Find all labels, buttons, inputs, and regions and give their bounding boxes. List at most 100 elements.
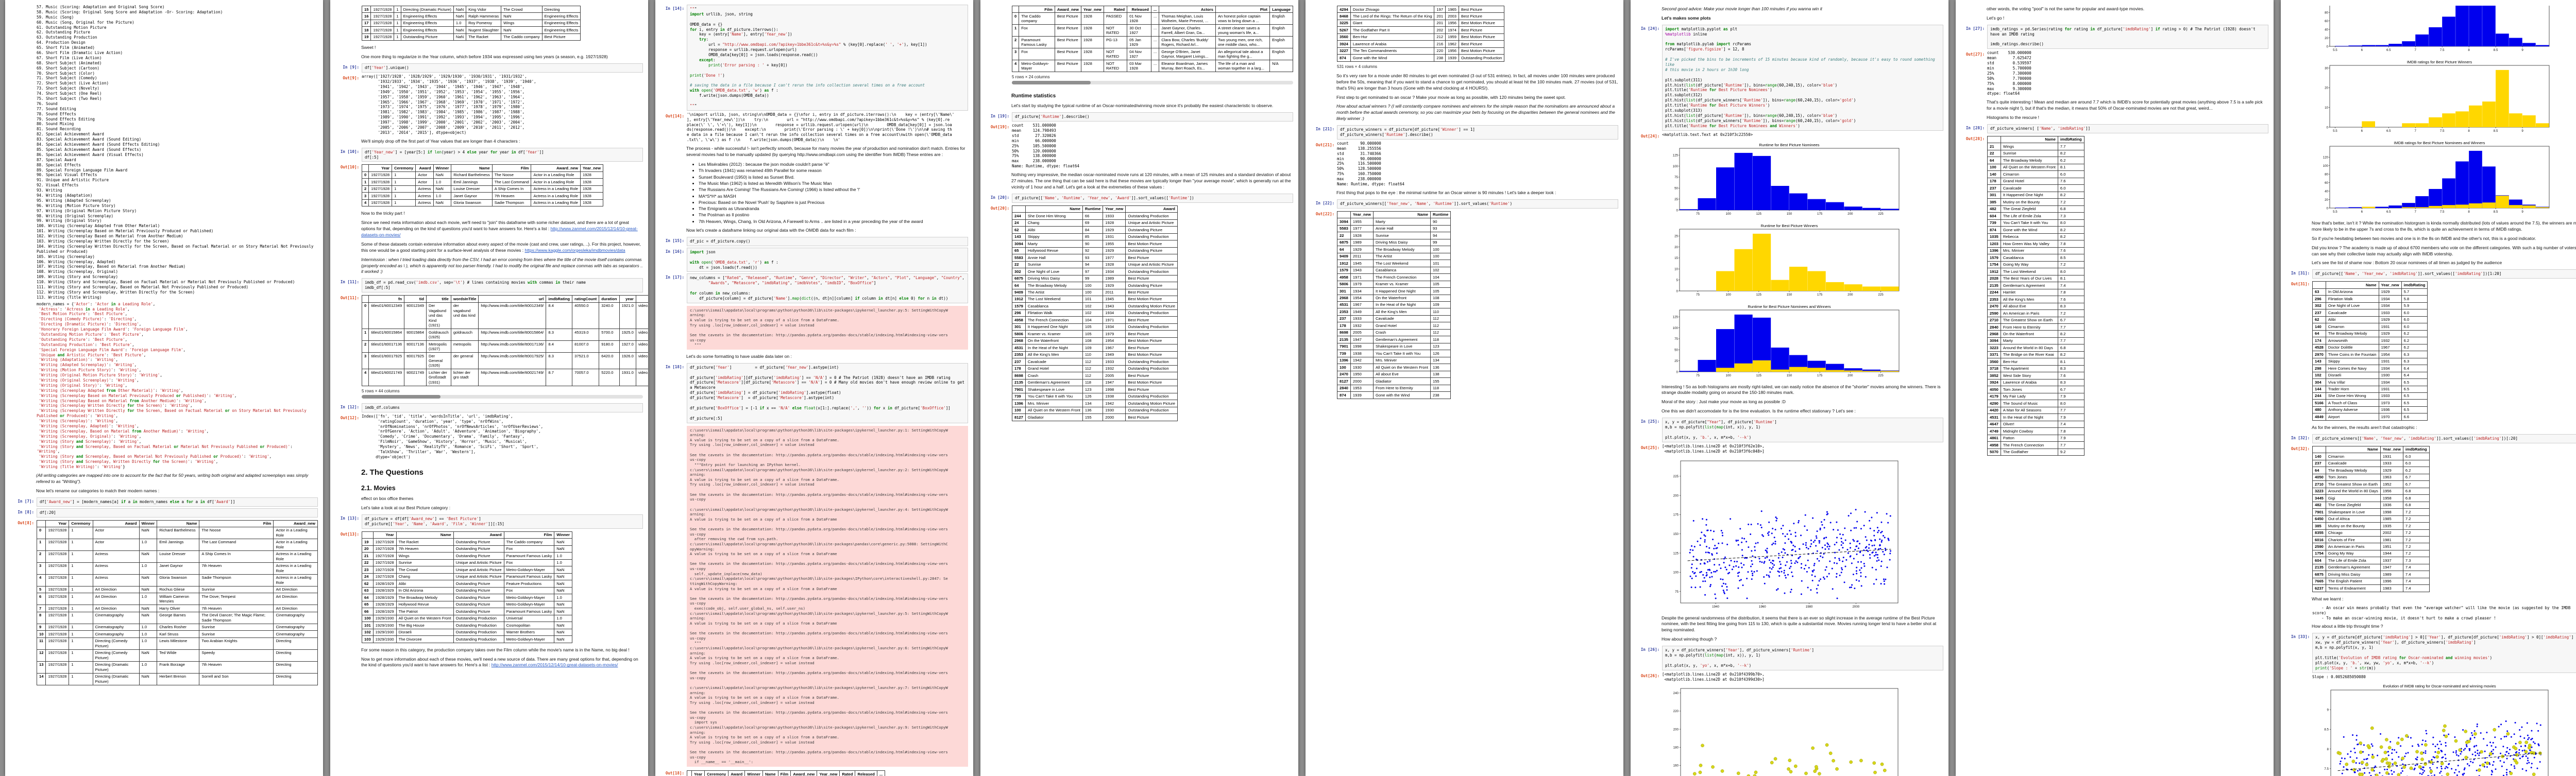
code-cell[interactable]: df['Year'].unique() <box>362 63 643 73</box>
column-header: fn <box>368 295 405 303</box>
code-cell[interactable]: df_picture['Year'] = df_picture['Year_ne… <box>687 363 968 423</box>
svg-text:100: 100 <box>2323 164 2329 168</box>
table-cell: 1 <box>69 562 93 575</box>
table-row: 1 titles01/tt0015864 tt0015864 Goldrausch (… <box>361 329 648 341</box>
table-cell: 1927/1928 <box>368 199 393 207</box>
table-cell: 1 <box>69 661 93 674</box>
scrollbar-thumb[interactable] <box>362 394 440 399</box>
table-cell: The Lord of the Rings: The Return of the… <box>1350 12 1435 20</box>
table-row: 22 1927/1928 Sunrise Unique and Artistic Pi… <box>362 559 572 567</box>
code-cell[interactable]: df_picture_winners[['Name', 'Year_new', … <box>2312 434 2576 443</box>
table-cell: 1936 <box>2380 501 2403 509</box>
code-cell[interactable]: x, y = df_picture_winners['Year'], df_pi… <box>1662 646 1943 670</box>
bullet-item: Les Misérables (2012) : because the json… <box>699 161 968 167</box>
table-row: 12 1927/1928 1 Directing (Comedy Picture) Na… <box>36 649 318 662</box>
row-index: 103 <box>362 635 374 643</box>
table-cell: 05 Jan 1929 <box>1127 36 1151 49</box>
code-cell[interactable]: df_picture_winners[['Year_new', 'Name', … <box>1337 199 1618 209</box>
table-cell: 118 <box>1082 378 1104 387</box>
row-index: 3560 <box>1987 358 2001 366</box>
svg-text:80: 80 <box>2325 173 2328 176</box>
code-cell[interactable]: df_picture[['Name', 'Year_new', 'imdbRat… <box>2312 269 2576 279</box>
code-cell[interactable]: df[:20] <box>37 508 318 518</box>
svg-text:8: 8 <box>2327 748 2329 751</box>
stream-output-area: Slope : 0.0052685050080 <box>2283 675 2576 680</box>
row-index: 1912 <box>1012 295 1026 303</box>
table-cell: Best Picture <box>1458 40 1505 48</box>
code-cell[interactable]: df_picture['Runtime'].describe() <box>1012 112 1293 122</box>
code-cell[interactable]: df_picture_winners = df_picture[df_pictu… <box>1337 125 1618 140</box>
code-cell[interactable]: imdb_df = pd.read_csv('imdb.csv', sep='\… <box>362 278 643 293</box>
code-cell[interactable]: df['Award_new'] = [modern_names[a] if a … <box>37 497 318 507</box>
table-cell: 1981 <box>2380 536 2403 544</box>
table-cell: Sunrise <box>199 585 274 594</box>
input-prompt: In [22]: <box>1315 200 1334 205</box>
table-cell: 1947 <box>2380 563 2403 572</box>
section-heading: 2. The Questions <box>361 468 423 477</box>
markdown-paragraph: What we learnt : <box>2312 596 2344 601</box>
table-cell: ... <box>1150 36 1160 49</box>
code-cell[interactable]: df['Year_new'] = [year[5:] if len(year) … <box>362 147 643 162</box>
table-cell: 2002 <box>2380 529 2403 537</box>
table-row: 237 Cavalcade 1933 6.0 <box>2312 309 2428 317</box>
table-cell: Engineering Effects <box>541 26 581 34</box>
chart-c_rt_win: Runtime for Best Picture Winners 0 5 10 15 20… <box>1662 222 1943 299</box>
column-header: Year_new <box>2378 281 2402 289</box>
column-header: Actors <box>1159 5 1216 13</box>
code-cell[interactable]: x, y = df_picture[df_picture['imdbRating… <box>2312 633 2576 673</box>
horizontal-scrollbar[interactable] <box>1012 81 1293 85</box>
code-cell[interactable]: new_columns = ["Rated", "Released", "Run… <box>687 273 968 303</box>
code-cell[interactable]: df_picture_winners[ ['Name', 'imdbRating… <box>1987 124 2268 133</box>
code-cell[interactable]: x, y = df_picture["Year"], df_picture['R… <box>1662 418 1943 442</box>
svg-text:1960: 1960 <box>1759 605 1766 609</box>
table-cell: 1927/1928 <box>368 185 393 193</box>
stream-output: 57. Music (Scoring: Adaptation and Origi… <box>37 5 314 300</box>
hyperlink[interactable]: https://www.kaggle.com/orgesleka/imdbmov… <box>524 247 625 253</box>
table-cell: NaN <box>554 600 572 609</box>
table-cell: Herbert Brenon <box>157 672 200 685</box>
table-cell: Going My Way <box>2325 549 2381 558</box>
hyperlink[interactable]: http://www.zanmel.com/2015/12/14/10-grea… <box>491 662 618 668</box>
svg-text:30: 30 <box>2325 66 2328 70</box>
column-header: Award <box>1125 205 1178 213</box>
column-header: Rated <box>839 770 856 776</box>
table-output-area: 15 1927/1928 1 Directing (Dramatic Picture)… <box>332 5 643 42</box>
hyperlink[interactable]: http://www.zanmel.com/2015/12/14/10-grea… <box>361 226 638 238</box>
output-prompt <box>1633 456 1662 612</box>
row-index: 24 <box>362 573 374 581</box>
dataframe-table: Year Ceremony Award Winner Name Film Award_new… <box>36 520 318 685</box>
table-cell: Cimarron <box>2325 323 2379 331</box>
table-cell: 100 <box>1082 281 1104 289</box>
table-cell: 1949 <box>1350 308 1374 316</box>
table-cell: Best Picture <box>1125 386 1178 393</box>
code-cell[interactable]: """ import urllib, json, string OMDB_dat… <box>687 5 968 111</box>
code-cell[interactable]: df_picture[['Name', 'Runtime', 'Year_new… <box>1012 193 1293 203</box>
code-cell[interactable]: df_picture = df[df['Award_new'] == 'Best… <box>362 514 643 529</box>
table-cell: Hollywood Revue <box>396 600 454 609</box>
table-row: 298 Here Comes the Navy 1934 6.4 <box>2312 365 2428 372</box>
code-cell[interactable]: import matplotlib.pyplot as plt %matplot… <box>1662 24 1943 131</box>
row-index: 19 <box>362 538 374 546</box>
table-cell: Gigi <box>2325 494 2381 502</box>
table-shape-note: 5 rows × 44 columns <box>362 388 400 393</box>
table-cell: West Side Story <box>2000 372 2058 380</box>
table-row: 2135 Gentleman's Agreement 1947 7.4 <box>2312 563 2430 572</box>
code-cell[interactable]: imdb_df.columns <box>362 403 643 412</box>
code-cell[interactable]: import json with open('OMDB_data.txt', '… <box>687 247 968 272</box>
svg-text:IMDB ratings for Best Picture: IMDB ratings for Best Picture Winners <box>2407 60 2472 64</box>
row-index: 2968 <box>1012 337 1026 345</box>
code-source: df_picture['Year'] = df_picture['Year_ne… <box>690 365 964 421</box>
table-cell: Outstanding Production <box>1125 268 1178 275</box>
code-cell[interactable]: imdb_ratings = pd.Series(rating for rati… <box>1987 24 2268 49</box>
horizontal-scrollbar[interactable] <box>362 394 643 399</box>
table-cell: NaN <box>554 622 572 629</box>
row-index: 7901 <box>1012 386 1026 393</box>
scrollbar-thumb[interactable] <box>1012 81 1091 85</box>
bullet-item: The Music Man (1962) is listed as Meredi… <box>699 180 968 186</box>
table-row: 7665 The English Patient 1996 7.4 <box>2312 577 2430 585</box>
table-cell: 1934 <box>1103 323 1126 331</box>
markdown-paragraph: As for the winners, the results aren't t… <box>2312 424 2417 430</box>
code-cell[interactable]: df_pic = df_picture.copy() <box>687 236 968 246</box>
table-cell: An honest police captain vows to bring d… <box>1215 12 1270 25</box>
table-cell: 1973 <box>2378 399 2402 407</box>
